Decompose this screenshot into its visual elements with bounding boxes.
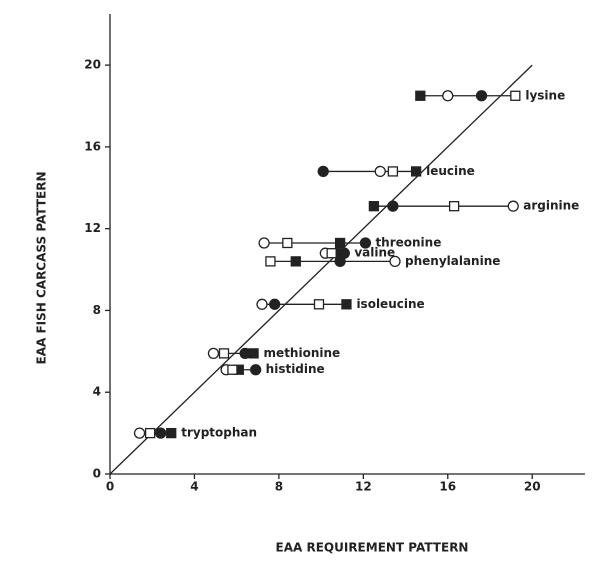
point-label: isoleucine — [356, 297, 424, 311]
point — [166, 427, 177, 439]
y-tick-label: 16 — [84, 139, 101, 153]
point — [389, 255, 401, 268]
point — [317, 165, 329, 178]
point — [218, 348, 230, 359]
x-tick-label: 4 — [190, 480, 198, 494]
point — [507, 200, 519, 212]
point — [256, 298, 268, 310]
x-axis-label: EAA REQUIREMENT PATTERN — [276, 541, 469, 555]
point-label: valine — [354, 246, 395, 260]
y-tick-label: 8 — [93, 303, 101, 317]
point-label: threonine — [375, 235, 441, 249]
point — [290, 256, 301, 267]
point — [326, 248, 337, 259]
point — [207, 347, 220, 360]
identity-line — [109, 64, 533, 475]
point — [442, 90, 454, 102]
point — [250, 364, 262, 376]
point-label: arginine — [523, 199, 579, 213]
point-label: lysine — [525, 88, 565, 102]
y-tick-label: 20 — [84, 58, 101, 72]
point — [475, 90, 488, 102]
point — [334, 237, 346, 249]
point-label: methionine — [264, 346, 341, 360]
point — [155, 427, 167, 439]
point — [258, 237, 270, 249]
point — [334, 255, 346, 268]
point — [239, 347, 251, 360]
x-tick-label: 8 — [275, 480, 283, 494]
point — [387, 200, 399, 212]
y-tick-label: 0 — [93, 467, 101, 481]
point-label: leucine — [426, 164, 475, 178]
y-tick-label: 4 — [93, 385, 101, 399]
point — [282, 237, 293, 249]
point — [359, 237, 372, 249]
point-label: tryptophan — [181, 426, 257, 440]
x-tick-label: 16 — [439, 480, 456, 494]
point — [341, 299, 352, 310]
point — [265, 256, 276, 267]
point — [415, 90, 426, 101]
point — [387, 166, 399, 177]
x-tick-label: 20 — [524, 480, 541, 494]
point — [410, 166, 422, 177]
y-axis-label: EAA FISH CARCASS PATTERN — [35, 171, 49, 364]
point — [313, 299, 325, 310]
point — [510, 90, 521, 101]
y-tick-label: 12 — [84, 221, 101, 235]
point-label: phenylalanine — [405, 254, 500, 268]
point — [368, 201, 380, 212]
point — [269, 298, 281, 310]
x-tick-label: 0 — [106, 480, 114, 494]
point — [133, 427, 146, 439]
point — [144, 427, 156, 439]
point-label: histidine — [266, 362, 325, 376]
x-tick-label: 12 — [355, 480, 372, 494]
point — [227, 364, 238, 375]
point — [448, 201, 460, 212]
point — [374, 165, 386, 178]
